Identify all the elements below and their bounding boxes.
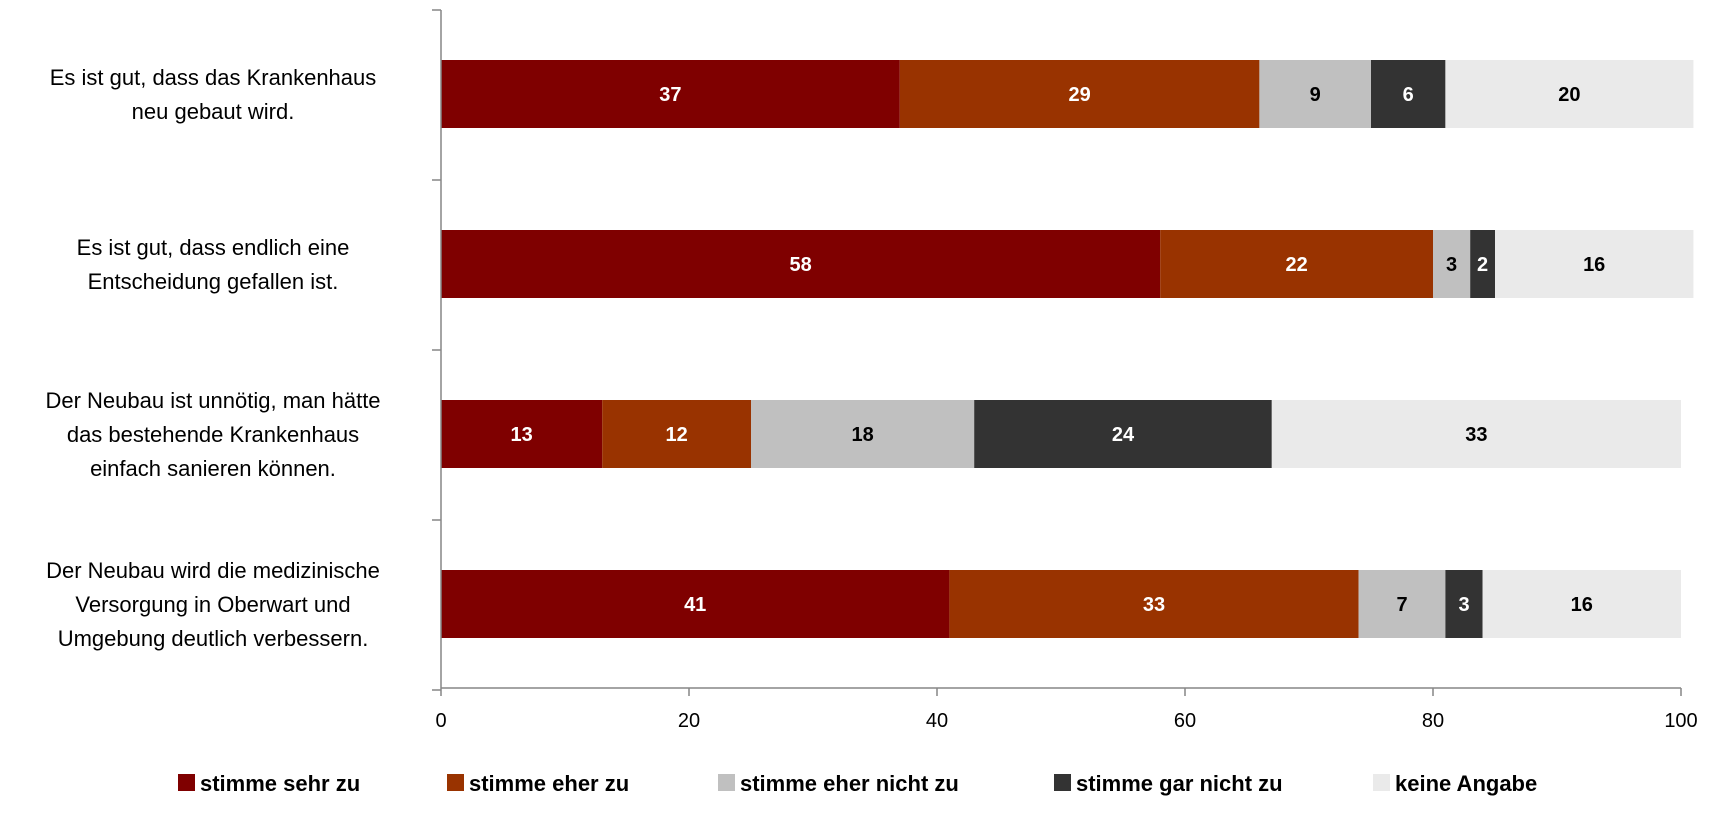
bar-segment-3-1 bbox=[441, 400, 603, 468]
legend-label-4: stimme gar nicht zu bbox=[1076, 771, 1283, 796]
bar-segment-2-2 bbox=[1160, 230, 1433, 298]
bar-segment-4-5 bbox=[1482, 570, 1681, 638]
bar-segment-3-3 bbox=[751, 400, 975, 468]
axis-layer: 0 20 40 60 80 100 bbox=[432, 9, 1698, 732]
category-label-line: Der Neubau ist unnötig, man hätte bbox=[45, 388, 380, 413]
category-label-line: Der Neubau wird die medizinische bbox=[46, 558, 380, 583]
data-label-3-1: 13 bbox=[510, 424, 532, 446]
data-label-2-5: 16 bbox=[1583, 254, 1605, 276]
data-label-1-2: 29 bbox=[1068, 84, 1090, 106]
bar-segment-3-2 bbox=[602, 400, 751, 468]
data-label-3-2: 12 bbox=[665, 424, 687, 446]
bar-segment-4-3 bbox=[1358, 570, 1446, 638]
bar-segment-1-2 bbox=[899, 60, 1260, 128]
bar-segment-4-4 bbox=[1445, 570, 1483, 638]
bar-segment-1-3 bbox=[1259, 60, 1371, 128]
legend: stimme sehr zu stimme eher zu stimme eher … bbox=[178, 771, 1537, 796]
legend-swatch-1 bbox=[178, 774, 195, 791]
category-label-2: Es ist gut, dass endlich eine Entscheidun… bbox=[77, 235, 350, 294]
legend-swatch-3 bbox=[718, 774, 735, 791]
bar-segment-3-4 bbox=[974, 400, 1272, 468]
data-label-4-5: 16 bbox=[1571, 594, 1593, 616]
x-tick-label-100: 100 bbox=[1664, 710, 1697, 732]
x-tick-label-60: 60 bbox=[1174, 710, 1196, 732]
category-labels-layer: Es ist gut, dass das Krankenhaus neu geba… bbox=[45, 65, 380, 651]
category-label-line: Umgebung deutlich verbessern. bbox=[58, 626, 369, 651]
data-label-1-1: 37 bbox=[659, 84, 681, 106]
bar-segment-1-5 bbox=[1445, 60, 1694, 128]
data-label-4-4: 3 bbox=[1458, 594, 1469, 616]
bar-segment-3-5 bbox=[1271, 400, 1681, 468]
bar-segment-4-2 bbox=[949, 570, 1359, 638]
legend-label-1: stimme sehr zu bbox=[200, 771, 360, 796]
data-label-1-4: 6 bbox=[1403, 84, 1414, 106]
data-label-2-1: 58 bbox=[789, 254, 811, 276]
category-label-line: neu gebaut wird. bbox=[132, 99, 295, 124]
legend-label-2: stimme eher zu bbox=[469, 771, 629, 796]
bar-segment-1-4 bbox=[1371, 60, 1446, 128]
legend-swatch-4 bbox=[1054, 774, 1071, 791]
bar-segment-2-5 bbox=[1495, 230, 1694, 298]
bar-segment-2-3 bbox=[1433, 230, 1471, 298]
legend-swatch-5 bbox=[1373, 774, 1390, 791]
data-label-3-4: 24 bbox=[1112, 424, 1135, 446]
data-label-2-3: 3 bbox=[1446, 254, 1457, 276]
data-label-3-5: 33 bbox=[1465, 424, 1487, 446]
bar-segment-2-4 bbox=[1470, 230, 1495, 298]
legend-label-5: keine Angabe bbox=[1395, 771, 1537, 796]
category-label-4: Der Neubau wird die medizinische Versorgu… bbox=[46, 558, 380, 651]
category-label-line: einfach sanieren können. bbox=[90, 456, 336, 481]
data-label-1-3: 9 bbox=[1310, 84, 1321, 106]
category-label-line: Es ist gut, dass endlich eine bbox=[77, 235, 350, 260]
data-label-1-5: 20 bbox=[1558, 84, 1580, 106]
data-label-4-2: 33 bbox=[1143, 594, 1165, 616]
legend-swatch-2 bbox=[447, 774, 464, 791]
bar-segment-2-1 bbox=[441, 230, 1161, 298]
data-label-3-3: 18 bbox=[851, 424, 873, 446]
category-label-3: Der Neubau ist unnötig, man hätte das bes… bbox=[45, 388, 380, 481]
data-label-2-4: 2 bbox=[1477, 254, 1488, 276]
x-tick-label-40: 40 bbox=[926, 710, 948, 732]
x-tick-label-20: 20 bbox=[678, 710, 700, 732]
bar-segment-1-1 bbox=[441, 60, 900, 128]
bar-segment-4-1 bbox=[441, 570, 950, 638]
x-tick-label-80: 80 bbox=[1422, 710, 1444, 732]
category-label-1: Es ist gut, dass das Krankenhaus neu geba… bbox=[50, 65, 377, 124]
category-label-line: Es ist gut, dass das Krankenhaus bbox=[50, 65, 377, 90]
legend-label-3: stimme eher nicht zu bbox=[740, 771, 959, 796]
data-label-4-1: 41 bbox=[684, 594, 706, 616]
data-label-2-2: 22 bbox=[1285, 254, 1307, 276]
category-label-line: Versorgung in Oberwart und bbox=[75, 592, 350, 617]
x-tick-label-0: 0 bbox=[435, 710, 446, 732]
category-label-line: das bestehende Krankenhaus bbox=[67, 422, 359, 447]
category-label-line: Entscheidung gefallen ist. bbox=[88, 269, 339, 294]
data-label-4-3: 7 bbox=[1396, 594, 1407, 616]
